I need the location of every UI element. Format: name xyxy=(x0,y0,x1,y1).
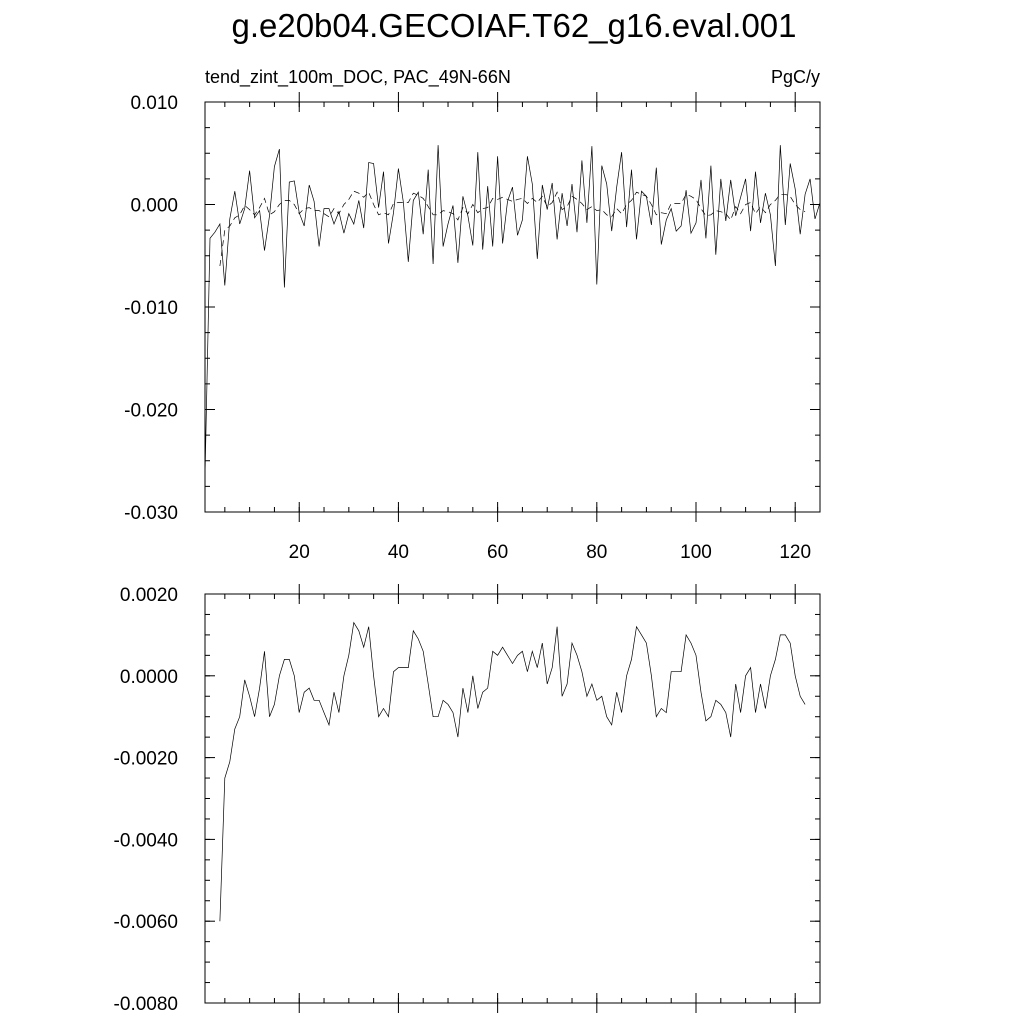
series-line-annual xyxy=(219,621,806,922)
y-tick-label: -0.010 xyxy=(124,298,178,319)
panel1-unit-label: PgC/y xyxy=(771,67,820,87)
x-tick-label: 100 xyxy=(680,542,712,563)
x-tick-label: 80 xyxy=(586,542,607,563)
y-tick-label: 0.0020 xyxy=(120,585,178,606)
plot-frame xyxy=(204,593,821,1004)
x-tick-label: 40 xyxy=(388,542,409,563)
y-tick-label: -0.030 xyxy=(124,503,178,524)
y-tick-label: -0.0080 xyxy=(114,994,178,1015)
x-tick-label: 120 xyxy=(779,542,811,563)
plot-frame xyxy=(204,101,821,513)
x-tick-label: 20 xyxy=(289,542,310,563)
figure-title: g.e20b04.GECOIAF.T62_g16.eval.001 xyxy=(231,7,796,44)
panel-top: 0.010 0.000 -0.010 -0.020 -0.030 20 40 60 80 100 1… xyxy=(124,92,821,563)
y-tick-label: 0.010 xyxy=(130,93,178,114)
y-tick-label: 0.0000 xyxy=(120,667,178,688)
y-tick-label: -0.020 xyxy=(124,401,178,422)
y-tick-label: -0.0040 xyxy=(114,830,178,851)
series-line-running-mean xyxy=(219,190,806,267)
y-tick-label: 0.000 xyxy=(130,196,178,217)
panel-bottom: 0.0020 0.0000 -0.0020 -0.0040 -0.0060 -0.0080 xyxy=(114,584,821,1015)
y-tick-label: -0.0020 xyxy=(114,749,178,770)
y-tick-label: -0.0060 xyxy=(114,912,178,933)
panel1-left-label: tend_zint_100m_DOC, PAC_49N-66N xyxy=(205,67,511,88)
x-tick-label: 60 xyxy=(487,542,508,563)
series-line-annual xyxy=(204,145,821,477)
